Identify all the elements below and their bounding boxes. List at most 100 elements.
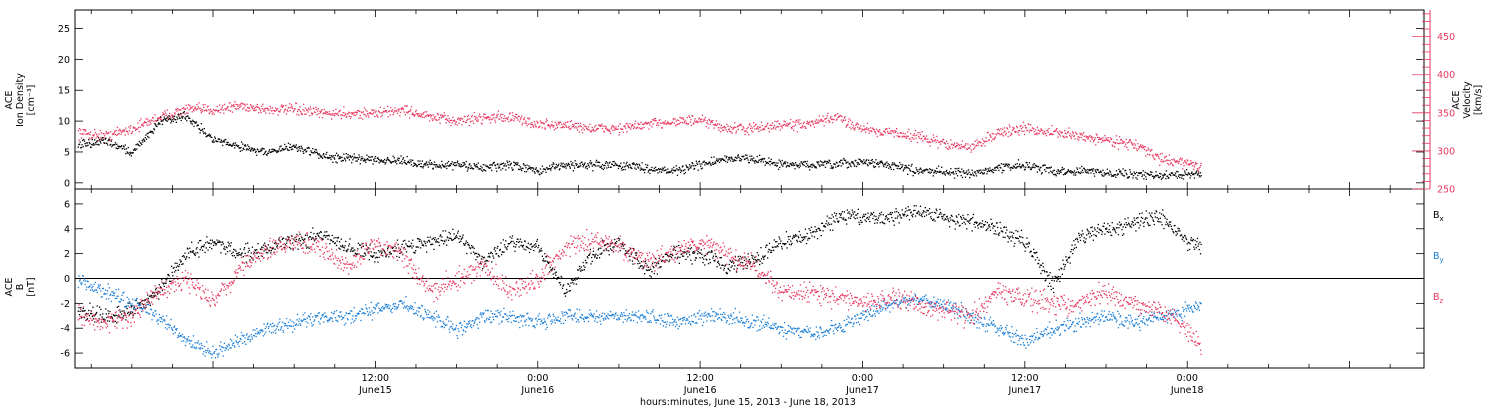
density-series-point bbox=[223, 141, 226, 143]
velocity-series-point bbox=[387, 105, 389, 108]
bx-series-point bbox=[628, 255, 630, 257]
bx-series-point bbox=[317, 234, 319, 236]
velocity-series-point bbox=[427, 114, 429, 116]
density-series-point bbox=[239, 150, 241, 152]
bx-series-point bbox=[845, 219, 847, 221]
bx-series-point bbox=[546, 260, 548, 262]
density-series-point bbox=[922, 172, 924, 174]
velocity-series-point bbox=[1084, 139, 1086, 141]
velocity-series-point bbox=[888, 127, 890, 129]
bx-series-point bbox=[441, 240, 444, 242]
bx-series-point bbox=[636, 258, 638, 261]
bx-series-point bbox=[147, 294, 149, 296]
density-series-point bbox=[329, 154, 331, 157]
density-series-point bbox=[1022, 164, 1024, 166]
density-series-point bbox=[170, 120, 173, 122]
velocity-series-point bbox=[451, 122, 453, 124]
velocity-series-point bbox=[206, 110, 208, 112]
density-series-point bbox=[416, 165, 418, 168]
velocity-series-point bbox=[390, 106, 392, 109]
density-series-point bbox=[809, 169, 811, 171]
velocity-series-point bbox=[670, 123, 672, 125]
density-series-point bbox=[176, 116, 178, 118]
bx-series-point bbox=[607, 243, 609, 245]
bx-series-point bbox=[626, 252, 628, 254]
velocity-series-point bbox=[409, 110, 411, 112]
density-series-point bbox=[247, 144, 249, 146]
density-series-point bbox=[571, 164, 573, 166]
bx-series-point bbox=[711, 251, 713, 253]
velocity-series-point bbox=[1029, 129, 1031, 131]
density-series-point bbox=[440, 167, 442, 169]
velocity-series-point bbox=[455, 121, 458, 123]
density-series-point bbox=[510, 162, 512, 164]
bx-series-point bbox=[549, 271, 551, 273]
density-series-point bbox=[470, 165, 472, 167]
velocity-series-point bbox=[281, 106, 283, 109]
density-series-point bbox=[1135, 171, 1138, 174]
velocity-series-point bbox=[321, 117, 324, 119]
density-series-point bbox=[1013, 165, 1015, 168]
density-series-point bbox=[80, 147, 82, 149]
bx-series-point bbox=[672, 254, 674, 257]
velocity-series-point bbox=[642, 123, 644, 126]
bx-series-point bbox=[832, 216, 834, 218]
velocity-series-point bbox=[359, 110, 361, 112]
density-series-point bbox=[440, 165, 442, 167]
velocity-series-point bbox=[1191, 161, 1193, 164]
density-series-point bbox=[1054, 173, 1056, 176]
velocity-series-point bbox=[723, 129, 725, 131]
velocity-series-point bbox=[465, 121, 467, 124]
velocity-series-point bbox=[1006, 128, 1009, 130]
bx-series-point bbox=[536, 238, 539, 241]
velocity-series-point bbox=[1009, 126, 1011, 128]
density-series-point bbox=[1041, 172, 1043, 174]
density-series-point bbox=[570, 160, 572, 163]
bx-series-point bbox=[273, 242, 276, 244]
velocity-series-point bbox=[854, 127, 856, 129]
density-series-point bbox=[634, 164, 637, 166]
bx-series-point bbox=[185, 257, 187, 259]
bx-series-point bbox=[647, 266, 649, 268]
density-series-point bbox=[86, 142, 89, 144]
bx-series-point bbox=[854, 211, 856, 213]
velocity-series-point bbox=[791, 127, 793, 130]
velocity-series-point bbox=[483, 117, 486, 119]
velocity-series-point bbox=[242, 108, 244, 110]
velocity-series-point bbox=[766, 124, 768, 126]
density-series-point bbox=[813, 164, 815, 166]
density-series-point bbox=[526, 164, 528, 166]
density-series-point bbox=[584, 162, 586, 164]
velocity-series-point bbox=[438, 117, 441, 119]
velocity-series-point bbox=[822, 115, 824, 117]
bx-series-point bbox=[342, 244, 344, 247]
velocity-series-point bbox=[975, 144, 978, 146]
density-series-point bbox=[477, 162, 479, 164]
velocity-series-point bbox=[98, 133, 100, 135]
density-series-point bbox=[237, 145, 240, 147]
density-series-point bbox=[539, 168, 542, 170]
velocity-series-point bbox=[832, 121, 834, 124]
density-series-point bbox=[692, 165, 694, 167]
velocity-series-point bbox=[299, 110, 302, 113]
velocity-series-point bbox=[970, 151, 972, 153]
velocity-series-point bbox=[466, 116, 469, 118]
velocity-series-point bbox=[835, 114, 837, 116]
bx-series-point bbox=[445, 239, 447, 241]
velocity-series-point bbox=[485, 116, 487, 119]
velocity-series-point bbox=[354, 114, 356, 117]
bx-series-point bbox=[119, 311, 121, 313]
density-series-point bbox=[479, 168, 481, 170]
density-series-point bbox=[1067, 169, 1069, 171]
density-series-point bbox=[198, 128, 201, 130]
velocity-series-point bbox=[246, 103, 248, 105]
bx-series-point bbox=[100, 308, 102, 311]
density-series-point bbox=[127, 152, 129, 154]
bx-series-point bbox=[161, 289, 163, 292]
velocity-series-point bbox=[743, 130, 746, 132]
velocity-series-point bbox=[800, 122, 802, 125]
bx-series-point bbox=[553, 277, 555, 279]
velocity-series-point bbox=[873, 129, 875, 131]
density-series-point bbox=[962, 171, 964, 173]
velocity-series-point bbox=[753, 122, 755, 124]
